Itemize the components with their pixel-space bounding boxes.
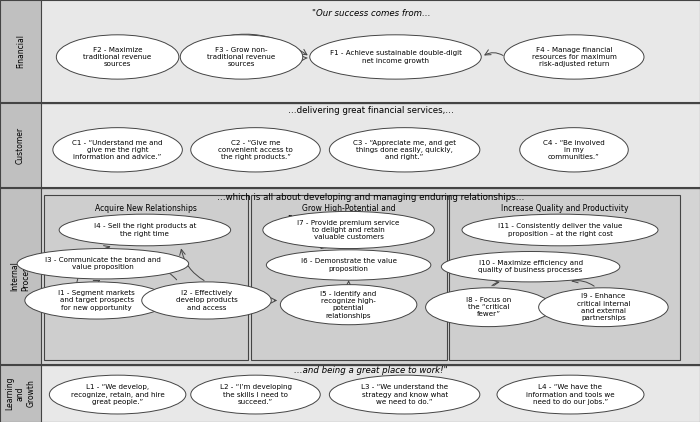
Text: F4 - Manage financial
resources for maximum
risk-adjusted return: F4 - Manage financial resources for maxi… — [531, 47, 617, 67]
Ellipse shape — [539, 288, 668, 327]
Text: "Our success comes from…: "Our success comes from… — [312, 9, 430, 18]
Text: I7 - Provide premium service
to delight and retain
valuable customers: I7 - Provide premium service to delight … — [298, 220, 400, 240]
Text: …which is all about developing and managing enduring relationships…: …which is all about developing and manag… — [217, 193, 525, 202]
Ellipse shape — [57, 35, 179, 79]
Text: Learning
and
Growth: Learning and Growth — [6, 376, 35, 410]
Ellipse shape — [190, 375, 321, 414]
Text: C2 - “Give me
convenient access to
the right products.”: C2 - “Give me convenient access to the r… — [218, 140, 293, 160]
Ellipse shape — [280, 284, 417, 325]
Text: I10 - Maximize efficiency and
quality of business processes: I10 - Maximize efficiency and quality of… — [479, 260, 582, 273]
Text: L4 - “We have the
information and tools we
need to do our jobs.”: L4 - “We have the information and tools … — [526, 384, 615, 405]
Ellipse shape — [180, 35, 302, 79]
Ellipse shape — [504, 35, 644, 79]
Text: Financial: Financial — [16, 35, 25, 68]
Ellipse shape — [25, 282, 169, 319]
Text: Acquire New Relationships: Acquire New Relationships — [95, 204, 197, 213]
Text: Internal
Process: Internal Process — [10, 262, 30, 291]
Text: …and being a great place to work!": …and being a great place to work!" — [294, 366, 448, 375]
Bar — [0, 0, 41, 422]
Text: L2 - “I’m developing
the skills I need to
succeed.”: L2 - “I’m developing the skills I need t… — [220, 384, 291, 405]
Ellipse shape — [462, 214, 658, 246]
Bar — [449, 195, 680, 360]
Bar — [44, 195, 248, 360]
Text: I2 - Effectively
develop products
and access: I2 - Effectively develop products and ac… — [176, 290, 237, 311]
Ellipse shape — [263, 211, 434, 249]
Ellipse shape — [442, 252, 620, 282]
Ellipse shape — [17, 249, 188, 279]
Ellipse shape — [497, 375, 644, 414]
Ellipse shape — [329, 127, 480, 172]
Ellipse shape — [141, 282, 272, 319]
Ellipse shape — [59, 214, 231, 246]
Text: I4 - Sell the right products at
the right time: I4 - Sell the right products at the righ… — [94, 223, 196, 237]
Text: I9 - Enhance
critical internal
and external
partnerships: I9 - Enhance critical internal and exter… — [577, 293, 630, 321]
Bar — [0, 0, 700, 103]
Text: I11 - Consistently deliver the value
proposition – at the right cost: I11 - Consistently deliver the value pro… — [498, 223, 622, 237]
Bar — [0, 188, 700, 365]
Ellipse shape — [329, 375, 480, 414]
Text: F2 - Maximize
traditional revenue
sources: F2 - Maximize traditional revenue source… — [83, 47, 152, 67]
Text: …delivering great financial services,…: …delivering great financial services,… — [288, 106, 454, 115]
Text: I5 - Identify and
recognize high-
potential
relationships: I5 - Identify and recognize high- potent… — [321, 291, 377, 319]
Text: C1 - “Understand me and
give me the right
information and advice.”: C1 - “Understand me and give me the righ… — [72, 140, 163, 160]
Text: L1 - “We develop,
recognize, retain, and hire
great people.”: L1 - “We develop, recognize, retain, and… — [71, 384, 164, 405]
Text: Grow High-Potential and
Retain High-Value Relationships: Grow High-Potential and Retain High-Valu… — [288, 204, 410, 224]
Text: Increase Quality and Productivity: Increase Quality and Productivity — [500, 204, 629, 213]
Text: Customer: Customer — [16, 127, 25, 164]
Ellipse shape — [519, 127, 629, 172]
Text: C4 - “Be involved
in my
communities.”: C4 - “Be involved in my communities.” — [543, 140, 605, 160]
Bar — [251, 195, 447, 360]
Ellipse shape — [190, 127, 321, 172]
Text: I3 - Communicate the brand and
value proposition: I3 - Communicate the brand and value pro… — [45, 257, 161, 271]
Bar — [0, 103, 700, 188]
Ellipse shape — [49, 375, 186, 414]
Ellipse shape — [53, 127, 182, 172]
Ellipse shape — [426, 288, 552, 327]
Text: L3 - “We understand the
strategy and know what
we need to do.”: L3 - “We understand the strategy and kno… — [361, 384, 448, 405]
Text: I6 - Demonstrate the value
proposition: I6 - Demonstrate the value proposition — [300, 258, 397, 272]
Bar — [0, 365, 700, 422]
Text: I8 - Focus on
the “critical
fewer”: I8 - Focus on the “critical fewer” — [466, 297, 511, 317]
Text: F3 - Grow non-
traditional revenue
sources: F3 - Grow non- traditional revenue sourc… — [207, 47, 276, 67]
Ellipse shape — [266, 250, 431, 280]
Text: F1 - Achieve sustainable double-digit
net income growth: F1 - Achieve sustainable double-digit ne… — [330, 50, 461, 64]
Ellipse shape — [309, 35, 482, 79]
Text: I1 - Segment markets
and target prospects
for new opportunity: I1 - Segment markets and target prospect… — [58, 290, 135, 311]
Text: C3 - “Appreciate me, and get
things done easily, quickly,
and right.”: C3 - “Appreciate me, and get things done… — [353, 140, 456, 160]
